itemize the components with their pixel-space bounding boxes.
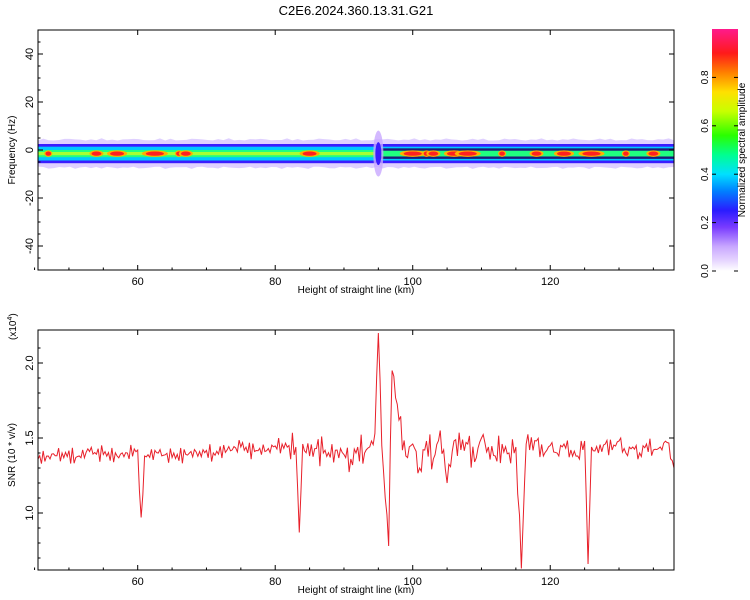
- spectrogram-ytick-label: 40: [24, 48, 36, 60]
- snr-xtick-label: 120: [541, 576, 559, 588]
- snr-multiplier: (x104): [7, 313, 19, 340]
- spectrogram-axes: 60 80 100 120 -40 -20 0 20 40: [24, 29, 674, 288]
- spectrogram-hot-spot: [428, 151, 439, 156]
- spectrogram-xtick-label: 120: [541, 276, 559, 288]
- colorbar-tick-label: 0.8: [700, 70, 711, 84]
- spectrogram-ylabel: Frequency (Hz): [7, 116, 18, 185]
- colorbar-tick-label: 0.2: [700, 215, 711, 229]
- spectrogram-hot-spot: [110, 151, 125, 156]
- snr-multiplier-exp: 4: [7, 317, 14, 321]
- spectrogram-disturbance-core: [375, 142, 382, 166]
- spectrogram-hot-spot: [556, 151, 571, 156]
- spectrogram-hot-spot: [648, 151, 659, 156]
- colorbar-ticks: 0.0 0.2 0.4 0.6 0.8: [700, 70, 738, 278]
- spectrogram-ytick-label: 20: [24, 96, 36, 108]
- spectrogram-panel: 60 80 100 120 -40 -20 0 20 40 Height of straight…: [7, 29, 675, 296]
- colorbar-gradient: [712, 29, 738, 271]
- spectrogram-hot-spot: [458, 151, 477, 156]
- snr-frame: [37, 329, 675, 571]
- spectrogram-band: [38, 130, 674, 177]
- snr-axes: 60 80 100 120 1.0 1.5 2.0: [24, 330, 674, 588]
- snr-ytick-label: 2.0: [24, 355, 36, 370]
- spectrogram-hot-spot: [91, 151, 102, 156]
- snr-multiplier-base: (x10: [8, 320, 19, 340]
- spectrogram-hot-spot: [302, 151, 317, 156]
- snr-ytick-label: 1.5: [24, 430, 36, 445]
- colorbar: 0.0 0.2 0.4 0.6 0.8 Normalized spectral ampl…: [700, 29, 748, 278]
- colorbar-tick-label: 0.6: [700, 118, 711, 132]
- snr-ylabel: SNR (10 * v/v): [7, 423, 18, 487]
- snr-series-line: [38, 332, 674, 569]
- spectrogram-segment-core: [378, 150, 674, 157]
- snr-xtick-label: 80: [269, 576, 281, 588]
- spectrogram-hot-spot: [403, 151, 422, 156]
- snr-xtick-label: 60: [132, 576, 144, 588]
- spectrogram-hot-spot: [499, 151, 505, 156]
- spectrogram-hot-spot: [582, 151, 601, 156]
- spectrogram-hot-spot: [623, 151, 629, 156]
- spectrogram-xtick-label: 80: [269, 276, 281, 288]
- snr-xtick-label: 100: [404, 576, 422, 588]
- colorbar-label: Normalized spectral amplitude: [737, 82, 748, 217]
- spectrogram-hot-spot: [45, 151, 52, 156]
- snr-panel: 60 80 100 120 1.0 1.5 2.0 Height of straight l…: [7, 313, 675, 596]
- spectrogram-xtick-label: 100: [404, 276, 422, 288]
- spectrogram-hot-spot: [180, 151, 191, 156]
- svg-text:(x104): (x104): [7, 313, 19, 340]
- spectrogram-hot-spot: [145, 151, 164, 156]
- spectrogram-xtick-label: 60: [132, 276, 144, 288]
- spectrogram-core-line: [38, 151, 674, 156]
- spectrogram-ytick-label: -20: [24, 190, 36, 206]
- spectrogram-ytick-label: -40: [24, 238, 36, 254]
- colorbar-tick-label: 0.4: [700, 167, 711, 181]
- colorbar-tick-label: 0.0: [700, 264, 711, 278]
- snr-xlabel: Height of straight line (km): [298, 585, 415, 596]
- spectrogram-xlabel: Height of straight line (km): [298, 285, 415, 296]
- snr-multiplier-close: ): [8, 313, 19, 316]
- snr-ytick-label: 1.0: [24, 505, 36, 520]
- figure-title: C2E6.2024.360.13.31.G21: [279, 3, 434, 18]
- spectrogram-ytick-label: 0: [24, 147, 36, 153]
- spectrogram-hot-spot: [531, 151, 542, 156]
